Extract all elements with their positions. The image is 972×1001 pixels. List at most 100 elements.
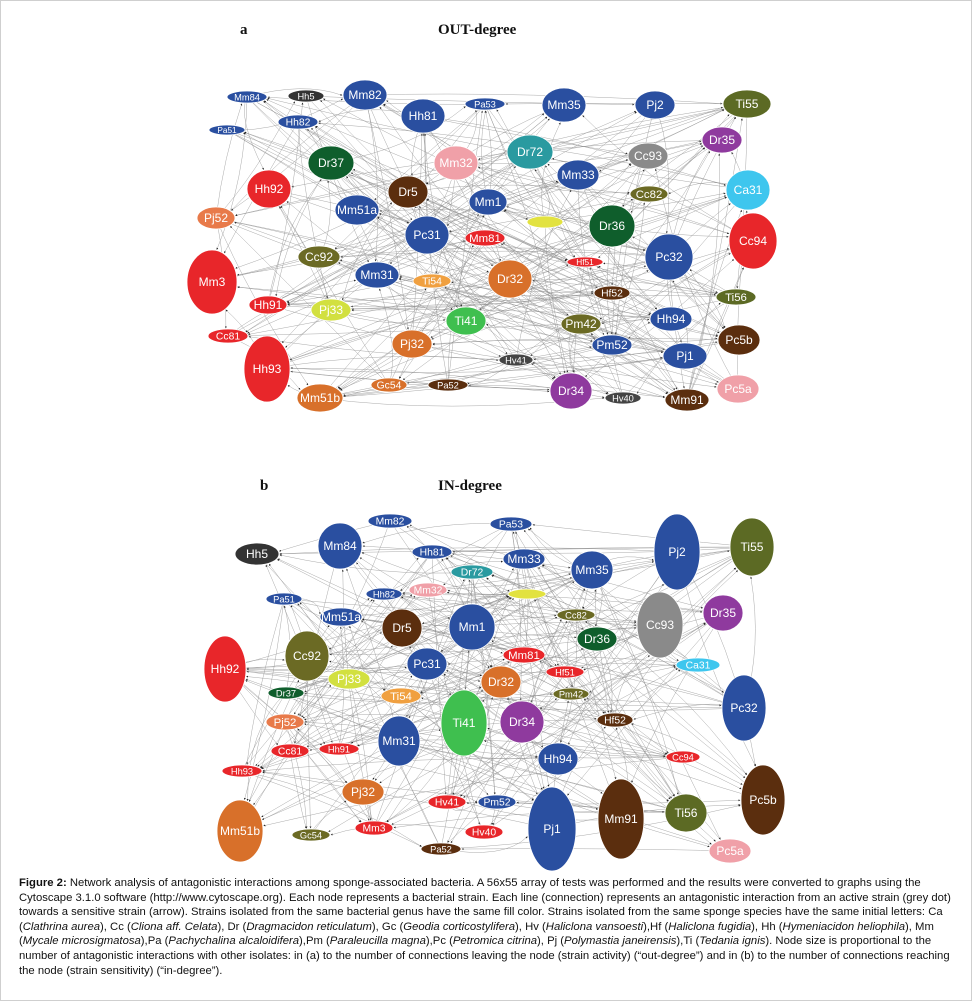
interaction-edge (551, 803, 741, 830)
interaction-edge (686, 267, 744, 401)
interaction-edge (226, 129, 668, 395)
strain-node: Hf52 (593, 285, 631, 301)
strain-node: Pc5b (740, 764, 786, 836)
node-label: Ti41 (453, 716, 476, 730)
strain-node: Hh93 (221, 764, 263, 778)
node-label: Hh82 (373, 589, 395, 599)
interaction-edge (611, 169, 645, 346)
strain-node: Gc54 (291, 828, 331, 842)
caption-text: ), Cc ( (100, 920, 131, 933)
node-shape (566, 256, 604, 268)
node-label: Pj52 (274, 717, 297, 729)
interaction-edge (289, 256, 670, 361)
strain-node: Mm84 (226, 90, 268, 104)
node-shape (629, 185, 669, 203)
node-shape (468, 188, 508, 216)
node-label: Dr36 (584, 632, 610, 646)
interaction-edge (496, 567, 736, 803)
node-shape (480, 665, 522, 699)
node-shape (702, 594, 744, 632)
strain-node: Pj52 (265, 713, 305, 731)
node-shape (675, 657, 721, 673)
interaction-edge (544, 192, 726, 223)
strain-node: Mm31 (354, 261, 400, 289)
node-shape (541, 87, 587, 123)
strain-node: Hh81 (400, 98, 446, 134)
interaction-edge (248, 335, 517, 361)
caption-body: Network analysis of antagonistic interac… (19, 877, 951, 977)
strain-node: Mm81 (502, 646, 546, 664)
strain-node: Gc54 (370, 377, 408, 393)
strain-node: Dr37 (307, 145, 355, 181)
caption-species-name: Pachychalina alcaloidifera (168, 935, 300, 948)
node-shape (404, 215, 450, 255)
node-label: Cc93 (646, 618, 674, 632)
interaction-edge (560, 614, 577, 743)
node-label: Pj1 (676, 349, 694, 363)
interaction-edge (235, 103, 748, 217)
interaction-edge (389, 520, 510, 592)
node-shape (596, 712, 634, 728)
node-label: Pm42 (565, 317, 597, 331)
node-label: Dr32 (497, 272, 523, 286)
strain-node: Mm3 (186, 249, 238, 315)
strain-node: Pm42 (560, 313, 602, 335)
caption-text: ),Hf ( (643, 920, 669, 933)
interaction-edge (373, 668, 678, 829)
node-shape (208, 124, 246, 136)
strain-node: Pc5a (708, 838, 752, 864)
node-shape (265, 713, 305, 731)
strain-node: Ti41 (440, 689, 488, 757)
node-label: Dr35 (710, 606, 736, 620)
node-shape (406, 647, 448, 681)
node-shape (319, 607, 363, 627)
node-label: Pa52 (437, 380, 459, 390)
caption-species-name: Petromica citrina (452, 935, 538, 948)
node-label: Gc54 (377, 381, 402, 392)
node-shape (487, 259, 533, 299)
strain-node: Dr35 (701, 126, 743, 154)
node-label: Mm82 (376, 517, 405, 528)
interaction-edge (484, 103, 576, 258)
caption-text: ),Pa ( (140, 935, 169, 948)
strain-node: Pc5a (716, 374, 760, 404)
interaction-edge (319, 346, 592, 399)
interaction-edge (431, 280, 593, 342)
node-label: Mm82 (348, 88, 382, 102)
node-shape (549, 372, 593, 410)
node-shape (427, 378, 469, 392)
node-label: Cc93 (634, 149, 662, 163)
node-shape (367, 513, 413, 529)
node-shape (186, 249, 238, 315)
interaction-edge (528, 528, 745, 709)
node-shape (560, 313, 602, 335)
interaction-edge (611, 202, 646, 346)
node-shape (400, 98, 446, 134)
strain-node (507, 588, 547, 600)
strain-node (526, 215, 564, 229)
caption-species-name: Haliclona fugidia (668, 920, 752, 933)
caption-label: Figure 2: (19, 877, 67, 889)
node-shape (277, 114, 319, 130)
node-shape (662, 342, 708, 370)
node-shape (342, 79, 388, 111)
node-shape (381, 608, 423, 648)
interaction-edge (542, 564, 699, 666)
strain-node: Mm51b (296, 383, 344, 413)
strain-node: Pa51 (265, 592, 303, 606)
strain-node: Hv40 (604, 391, 642, 405)
node-shape (527, 786, 577, 872)
strain-node: Dr5 (381, 608, 423, 648)
node-label: Pc5a (724, 382, 752, 396)
node-label: Dr35 (709, 133, 735, 147)
node-label: Hh82 (286, 118, 311, 129)
interaction-edge (340, 250, 670, 258)
interaction-edge (391, 664, 699, 825)
interaction-edge (451, 281, 672, 320)
node-shape (354, 261, 400, 289)
node-label: Mm33 (507, 552, 541, 566)
node-label: Ti54 (390, 691, 412, 703)
node-label: Hh5 (297, 91, 314, 101)
interaction-edge (432, 338, 740, 345)
interaction-edge (431, 195, 727, 282)
